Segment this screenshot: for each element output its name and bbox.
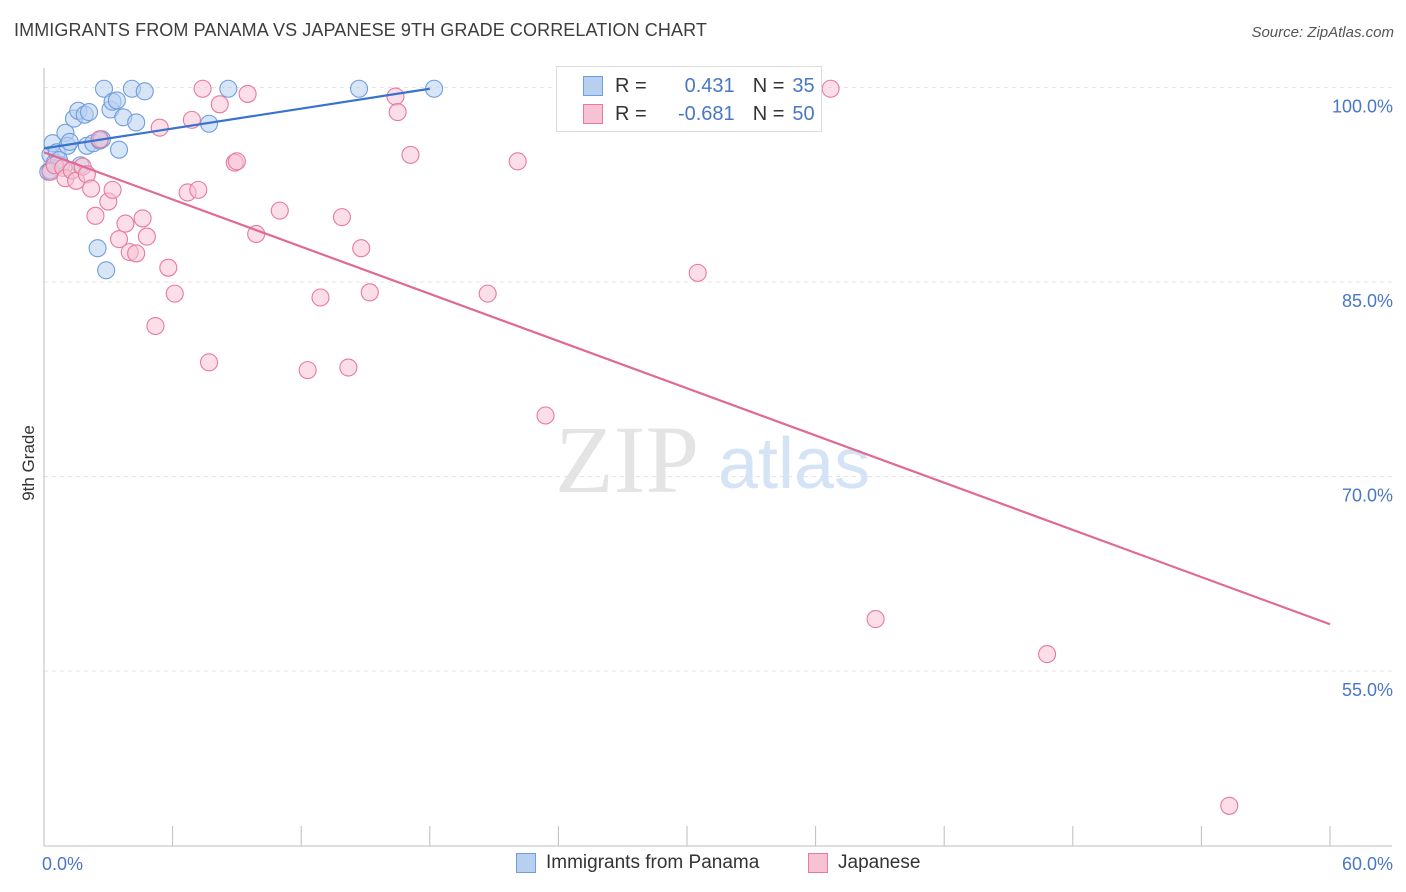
n-value-japanese: 50 (792, 102, 815, 125)
data-point-japanese (159, 258, 178, 277)
data-point-japanese (508, 152, 527, 171)
x-tick-label: 60.0% (1342, 854, 1393, 874)
y-tick-label: 100.0% (1332, 96, 1393, 116)
data-point-panama (94, 79, 114, 98)
data-point-panama (107, 91, 126, 110)
data-point-japanese (210, 95, 229, 114)
japanese-swatch (583, 104, 603, 124)
data-point-japanese (352, 239, 371, 258)
watermark-atlas: atlas (718, 424, 870, 504)
data-point-japanese (127, 244, 146, 263)
data-point-panama (135, 82, 154, 101)
legend-item-panama[interactable]: Immigrants from Panama (516, 852, 759, 874)
data-point-panama (88, 239, 107, 258)
r-label: R = (615, 74, 647, 97)
x-tick-label: 0.0% (42, 854, 83, 874)
data-point-japanese (386, 87, 405, 106)
series-legend: Immigrants from Panama Japanese (0, 852, 1406, 880)
data-point-japanese (146, 316, 165, 336)
legend-label-panama: Immigrants from Panama (546, 852, 760, 873)
r-label: R = (615, 102, 647, 125)
legend-row-panama: R = 0.431 N = 35 (583, 72, 815, 100)
legend-item-japanese[interactable]: Japanese (808, 852, 920, 874)
data-point-japanese (82, 179, 101, 198)
trend-line-japanese (43, 151, 1331, 626)
legend-swatch-panama (516, 853, 536, 873)
data-point-japanese (1038, 645, 1057, 664)
n-label: N = (752, 74, 785, 97)
data-point-japanese (360, 283, 379, 302)
panama-swatch (583, 76, 603, 96)
y-tick-label: 70.0% (1342, 485, 1393, 505)
data-point-japanese (688, 263, 707, 282)
data-point-panama (79, 103, 99, 122)
y-tick-labels: 100.0% 85.0% 70.0% 55.0% (1332, 96, 1393, 700)
y-axis-label: 9th Grade (19, 425, 38, 501)
data-point-japanese (150, 118, 169, 137)
data-points (39, 79, 1239, 815)
gridlines (44, 86, 1392, 672)
data-point-japanese (227, 152, 246, 171)
data-point-japanese (339, 358, 358, 377)
legend-row-japanese: R = -0.681 N = 50 (583, 100, 815, 128)
trend-line-panama (43, 87, 430, 150)
y-tick-label: 55.0% (1342, 680, 1393, 700)
data-point-japanese (103, 180, 122, 199)
data-point-japanese (165, 284, 184, 303)
data-point-japanese (821, 79, 840, 98)
trend-lines (43, 87, 1331, 626)
data-point-panama (97, 261, 116, 280)
r-value-japanese: -0.681 (677, 102, 735, 125)
y-tick-label: 85.0% (1342, 291, 1393, 311)
data-point-japanese (866, 610, 885, 629)
legend-label-japanese: Japanese (838, 852, 921, 873)
data-point-panama (219, 79, 238, 98)
data-point-japanese (311, 288, 330, 307)
data-point-japanese (137, 227, 156, 246)
data-point-japanese (189, 180, 208, 199)
legend-swatch-japanese (808, 853, 828, 873)
chart-title: IMMIGRANTS FROM PANAMA VS JAPANESE 9TH G… (14, 20, 707, 40)
watermark-zip: ZIP (555, 406, 699, 513)
data-point-japanese (298, 361, 317, 380)
data-point-japanese (109, 230, 129, 249)
data-point-panama (60, 132, 79, 151)
data-point-japanese (536, 406, 555, 425)
data-point-japanese (133, 209, 152, 228)
data-point-panama (350, 79, 369, 98)
data-point-japanese (86, 206, 105, 225)
data-point-japanese (116, 214, 135, 233)
data-point-japanese (199, 353, 219, 372)
data-point-japanese (332, 208, 351, 227)
data-point-panama (127, 113, 146, 132)
x-tick-labels: 0.0% 60.0% (42, 854, 1393, 874)
r-value-panama: 0.431 (684, 74, 735, 97)
data-point-japanese (401, 145, 420, 164)
watermark: ZIP atlas (555, 406, 870, 513)
stats-legend: R = 0.431 N = 35 R = -0.681 N = 50 (556, 66, 822, 132)
data-point-japanese (388, 103, 407, 122)
source-label: Source: ZipAtlas.com (1251, 24, 1394, 41)
data-point-japanese (270, 201, 289, 220)
data-point-japanese (238, 84, 257, 103)
data-point-japanese (478, 284, 497, 303)
axes (43, 68, 1392, 847)
data-point-japanese (1220, 796, 1239, 815)
data-point-panama (109, 140, 129, 159)
n-label: N = (752, 102, 785, 125)
data-point-japanese (193, 79, 212, 98)
n-value-panama: 35 (792, 74, 815, 97)
